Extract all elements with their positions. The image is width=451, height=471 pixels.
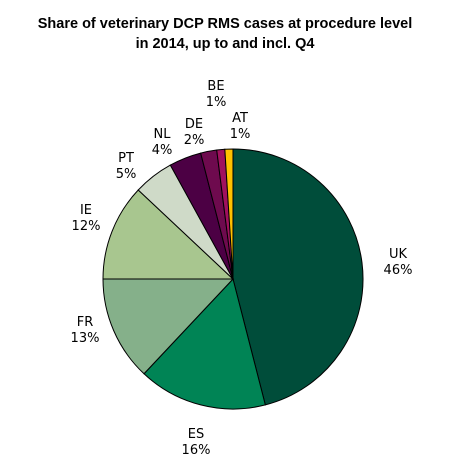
chart-title-line-1: Share of veterinary DCP RMS cases at pro… xyxy=(38,16,412,32)
pie-label-percent: 16% xyxy=(182,443,211,458)
pie-label-percent: 1% xyxy=(230,127,251,142)
pie-label-name: ES xyxy=(188,427,204,442)
pie-label-name: PT xyxy=(118,151,134,166)
pie-label-es: ES 16% xyxy=(182,427,211,458)
pie-label-percent: 5% xyxy=(116,167,137,182)
pie-slice-ie xyxy=(102,189,235,280)
pie-label-name: BE xyxy=(207,79,224,94)
pie-slice-uk xyxy=(232,148,364,406)
pie-slice-at xyxy=(224,148,234,280)
pie-label-ie: IE 12% xyxy=(72,203,101,234)
pie-label-percent: 13% xyxy=(71,331,100,346)
pie-label-pt: PT 5% xyxy=(116,151,137,182)
pie-label-de: DE 2% xyxy=(184,117,205,148)
pie-slice-es xyxy=(143,277,266,410)
pie-label-percent: 46% xyxy=(384,263,413,278)
pie-labels: UK 46%ES 16%FR 13%IE 12%PT 5%NL 4%DE 2%BE 1%AT 1% xyxy=(71,79,413,458)
pie-label-percent: 4% xyxy=(152,143,173,158)
pie-label-fr: FR 13% xyxy=(71,315,100,346)
pie-label-nl: NL 4% xyxy=(152,127,173,158)
pie-slices xyxy=(102,148,364,410)
pie-label-percent: 12% xyxy=(72,219,101,234)
pie-label-name: NL xyxy=(154,127,172,142)
pie-label-percent: 2% xyxy=(184,133,205,148)
pie-label-name: IE xyxy=(80,203,92,218)
chart-title-line-2: in 2014, up to and incl. Q4 xyxy=(136,36,315,52)
pie-label-uk: UK 46% xyxy=(384,247,413,278)
pie-label-name: AT xyxy=(232,111,248,126)
pie-label-be: BE 1% xyxy=(206,79,227,110)
pie-label-name: FR xyxy=(77,315,94,330)
pie-slice-fr xyxy=(102,278,235,375)
pie-label-percent: 1% xyxy=(206,95,227,110)
pie-label-name: DE xyxy=(185,117,203,132)
pie-label-at: AT 1% xyxy=(230,111,251,142)
pie-label-name: UK xyxy=(389,247,408,262)
